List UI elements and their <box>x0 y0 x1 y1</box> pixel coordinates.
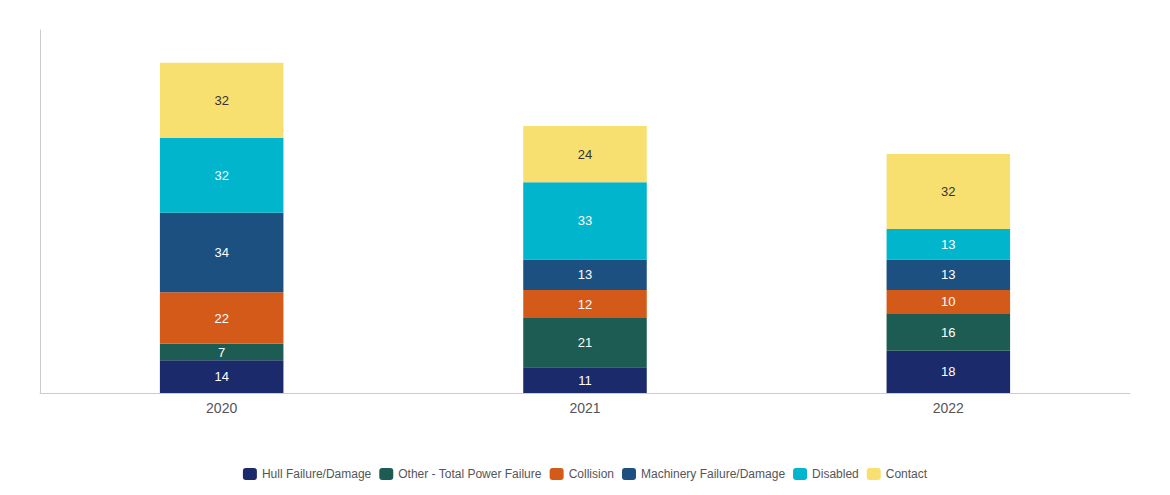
svg-text:11: 11 <box>578 373 592 388</box>
svg-text:Hull Failure/Damage: Hull Failure/Damage <box>262 467 372 481</box>
svg-text:7: 7 <box>218 345 225 360</box>
svg-text:16: 16 <box>941 325 955 340</box>
svg-text:13: 13 <box>578 267 592 282</box>
svg-text:13: 13 <box>941 267 955 282</box>
svg-text:Collision: Collision <box>569 467 614 481</box>
svg-text:18: 18 <box>941 364 955 379</box>
svg-text:Machinery Failure/Damage: Machinery Failure/Damage <box>641 467 785 481</box>
svg-text:32: 32 <box>941 184 955 199</box>
svg-text:32: 32 <box>214 93 228 108</box>
svg-text:12: 12 <box>578 297 592 312</box>
svg-text:24: 24 <box>578 147 592 162</box>
svg-text:21: 21 <box>578 335 592 350</box>
svg-text:22: 22 <box>214 311 228 326</box>
svg-text:Contact: Contact <box>886 467 928 481</box>
svg-text:13: 13 <box>941 237 955 252</box>
svg-text:14: 14 <box>214 369 228 384</box>
svg-text:2021: 2021 <box>569 400 600 416</box>
svg-text:34: 34 <box>214 245 228 260</box>
svg-text:2022: 2022 <box>933 400 964 416</box>
svg-text:Disabled: Disabled <box>812 467 859 481</box>
svg-text:2020: 2020 <box>206 400 237 416</box>
svg-text:Other - Total Power Failure: Other - Total Power Failure <box>398 467 541 481</box>
svg-text:33: 33 <box>578 213 592 228</box>
svg-text:10: 10 <box>941 294 955 309</box>
svg-text:32: 32 <box>214 168 228 183</box>
